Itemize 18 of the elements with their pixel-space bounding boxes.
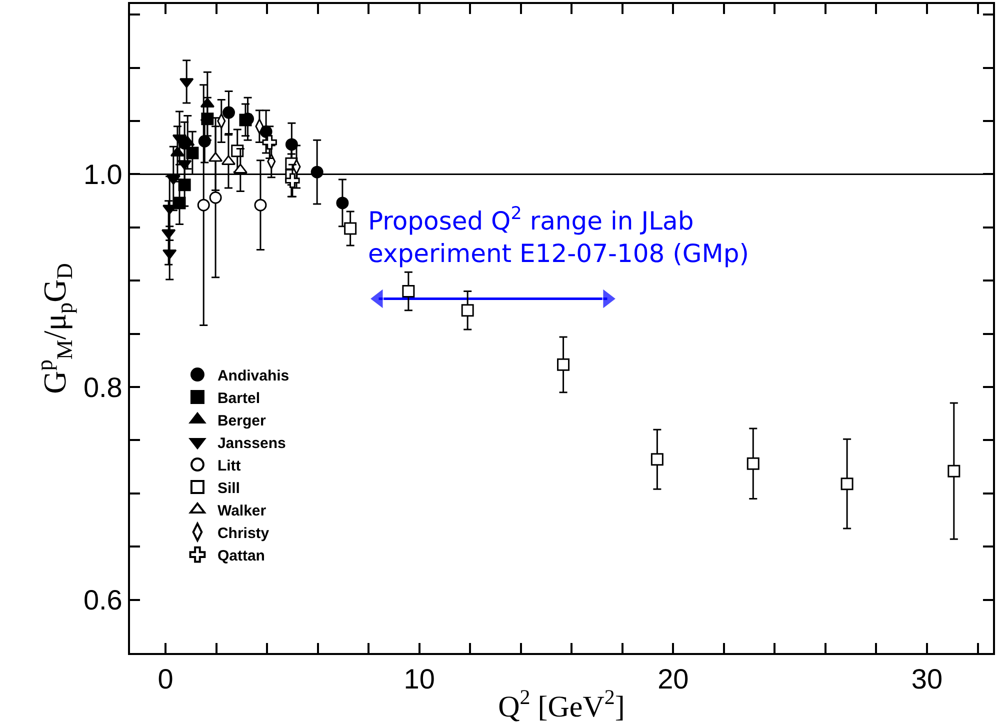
legend-label: Christy (217, 524, 270, 542)
x-tick-label: 10 (404, 664, 435, 695)
legend-label: Litt (217, 457, 241, 474)
legend-label: Bartel (217, 390, 260, 407)
y-tick-label: 0.6 (83, 584, 122, 616)
legend-label: Andivahis (217, 367, 290, 384)
y-tick-label: 1.0 (83, 159, 122, 190)
legend-label: Berger (217, 412, 266, 430)
legend-label: Sill (217, 480, 240, 497)
x-tick-label: 0 (158, 664, 174, 695)
legend-label: Walker (217, 502, 266, 520)
x-axis-title: Q$^{2}$ [GeV$^{2}$] (498, 685, 625, 724)
legend-label: Janssens (217, 434, 286, 452)
annotation: Proposed Q$^{2}$ range in JLab experiment E12-07-108 (GMp) (368, 204, 749, 268)
x-tick-label: 30 (911, 664, 943, 695)
y-tick-label: 0.8 (83, 372, 122, 403)
x-tick-label: 20 (658, 664, 689, 695)
legend-label: Qattan (217, 547, 265, 564)
